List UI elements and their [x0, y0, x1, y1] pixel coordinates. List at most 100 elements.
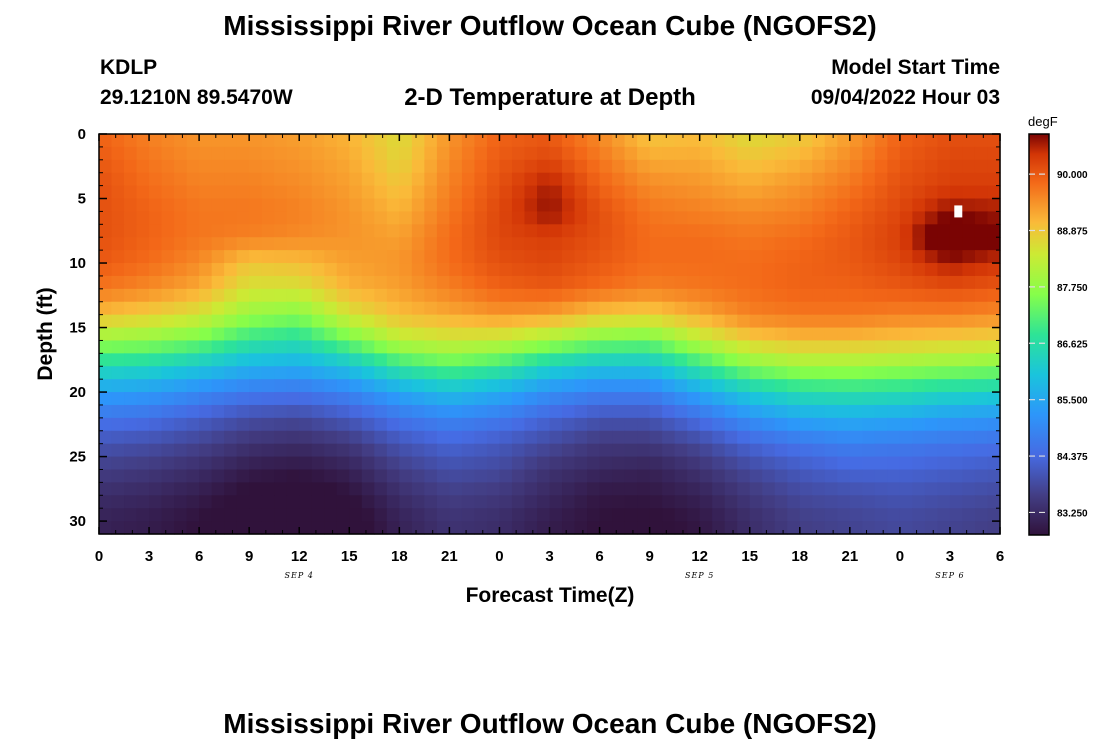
heatmap-cell	[324, 521, 338, 535]
heatmap-cell	[924, 275, 939, 290]
heatmap-cell	[674, 521, 688, 535]
heatmap-cell	[424, 456, 438, 471]
heatmap-cell	[937, 211, 951, 225]
heatmap-cell	[899, 301, 913, 316]
heatmap-cell	[612, 404, 626, 419]
heatmap-cell	[449, 198, 463, 213]
heatmap-cell	[662, 288, 676, 303]
heatmap-cell	[211, 366, 225, 380]
heatmap-cell	[849, 275, 863, 290]
heatmap-cell	[124, 379, 138, 393]
heatmap-cell	[399, 224, 413, 238]
heatmap-cell	[311, 263, 325, 277]
heatmap-cell	[837, 159, 851, 174]
heatmap-cell	[924, 508, 939, 522]
heatmap-cell	[637, 146, 651, 161]
heatmap-cell	[774, 263, 788, 277]
heatmap-cell	[762, 340, 776, 354]
heatmap-cell	[149, 198, 163, 213]
heatmap-cell	[511, 301, 526, 316]
heatmap-cell	[99, 172, 113, 187]
heatmap-cell	[724, 521, 738, 535]
heatmap-cell	[887, 172, 901, 187]
heatmap-cell	[174, 469, 188, 483]
heatmap-cell	[536, 172, 551, 187]
heatmap-cell	[511, 263, 526, 277]
heatmap-cell	[111, 263, 125, 277]
heatmap-cell	[461, 392, 476, 406]
heatmap-cell	[612, 340, 626, 354]
heatmap-cell	[386, 508, 400, 522]
heatmap-cell	[424, 237, 438, 251]
heatmap-cell	[712, 263, 726, 277]
heatmap-cell	[349, 185, 363, 200]
heatmap-cell	[449, 275, 463, 290]
heatmap-cell	[712, 379, 726, 393]
heatmap-cell	[812, 250, 826, 264]
heatmap-cell	[136, 469, 150, 483]
heatmap-cell	[524, 237, 538, 251]
colorbar-tick-label: 84.375	[1057, 452, 1088, 463]
heatmap-cell	[286, 521, 300, 535]
heatmap-cell	[524, 443, 538, 458]
heatmap-cell	[111, 340, 125, 354]
heatmap-cell	[899, 224, 913, 238]
heatmap-cell	[324, 379, 338, 393]
heatmap-cell	[762, 379, 776, 393]
heatmap-cell	[149, 443, 163, 458]
heatmap-cell	[699, 224, 713, 238]
heatmap-cell	[536, 495, 551, 509]
heatmap-cell	[949, 508, 964, 522]
heatmap-cell	[424, 353, 438, 367]
heatmap-cell	[662, 327, 676, 342]
heatmap-cell	[937, 146, 951, 161]
heatmap-cell	[249, 185, 263, 200]
heatmap-cell	[774, 508, 788, 522]
heatmap-cell	[562, 456, 576, 471]
heatmap-cell	[899, 172, 913, 187]
heatmap-cell	[274, 404, 288, 419]
heatmap-cell	[962, 314, 976, 329]
heatmap-cell	[624, 237, 638, 251]
heatmap-cell	[186, 275, 200, 290]
heatmap-cell	[724, 508, 738, 522]
heatmap-cell	[411, 404, 425, 419]
heatmap-cell	[574, 301, 588, 316]
heatmap-cell	[724, 417, 738, 432]
heatmap-cell	[587, 172, 601, 187]
heatmap-cell	[299, 211, 313, 225]
heatmap-cell	[536, 250, 551, 264]
heatmap-cell	[587, 443, 601, 458]
heatmap-cell	[887, 224, 901, 238]
heatmap-cell	[837, 327, 851, 342]
heatmap-cell	[474, 224, 488, 238]
heatmap-cell	[349, 469, 363, 483]
heatmap-cell	[724, 482, 738, 496]
heatmap-cell	[699, 146, 713, 161]
heatmap-cell	[887, 456, 901, 471]
heatmap-cell	[174, 301, 188, 316]
heatmap-cell	[286, 263, 300, 277]
heatmap-cell	[937, 250, 951, 264]
model-start-label: Model Start Time	[831, 56, 1000, 79]
heatmap-cell	[186, 521, 200, 535]
heatmap-cell	[374, 482, 388, 496]
heatmap-cell	[937, 301, 951, 316]
heatmap-cell	[236, 482, 250, 496]
heatmap-cell	[724, 404, 738, 419]
heatmap-cell	[612, 392, 626, 406]
heatmap-cell	[712, 159, 726, 174]
heatmap-cell	[724, 275, 738, 290]
heatmap-cell	[211, 275, 225, 290]
heatmap-cell	[324, 469, 338, 483]
heatmap-cell	[499, 469, 513, 483]
heatmap-cell	[724, 392, 738, 406]
heatmap-cell	[699, 366, 713, 380]
heatmap-cell	[374, 521, 388, 535]
heatmap-cell	[111, 404, 125, 419]
heatmap-cell	[449, 482, 463, 496]
heatmap-cell	[449, 366, 463, 380]
heatmap-cell	[899, 392, 913, 406]
heatmap-cell	[236, 198, 250, 213]
heatmap-cell	[99, 353, 113, 367]
